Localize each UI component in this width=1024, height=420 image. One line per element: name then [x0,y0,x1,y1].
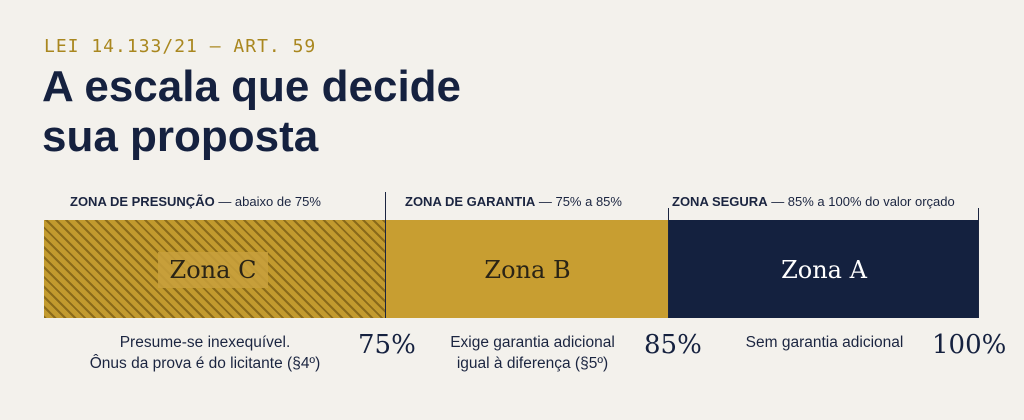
zone-b-bar [386,220,669,318]
threshold-85-label: 85% [644,330,702,360]
threshold-75-line [385,192,386,318]
law-reference: LEI 14.133/21 — ART. 59 [44,36,317,57]
page-title: A escala que decide sua proposta [42,62,642,162]
zone-b-header-name: ZONA DE GARANTIA [405,194,536,209]
zone-a-bar [669,220,979,318]
threshold-85-line [668,208,669,318]
zone-a-label: Zona A [781,256,867,284]
zone-c-header-range: — abaixo de 75% [214,194,321,209]
zone-c-description-line-1: Presume-se inexequível. [119,334,291,351]
zone-b-description-line-1: Exige garantia adicional [450,334,615,351]
zone-c-label: Zona C [158,252,268,288]
zone-b-description-line-2: igual à diferença (§5º) [456,355,609,372]
zone-a-header-range: — 85% a 100% do valor orçado [767,194,955,209]
zone-c-description: Presume-se inexequível. Ônus da prova é … [60,332,350,374]
title-line-1: A escala que decide [42,62,462,111]
zone-b-header-range: — 75% a 85% [535,194,622,209]
zone-a-description-line-1: Sem garantia adicional [745,334,904,351]
threshold-75-label: 75% [358,330,416,360]
threshold-100-line [978,208,979,318]
zone-c-description-line-2: Ônus da prova é do licitante (§4º) [89,355,321,372]
zone-b-header: ZONA DE GARANTIA — 75% a 85% [405,194,622,209]
zone-b-label: Zona B [484,256,571,284]
zone-c-header-name: ZONA DE PRESUNÇÃO [70,194,215,209]
title-line-2: sua proposta [42,112,319,161]
zone-a-header: ZONA SEGURA — 85% a 100% do valor orçado [672,194,955,209]
zone-a-header-name: ZONA SEGURA [672,194,768,209]
zone-a-description: Sem garantia adicional [712,332,937,353]
zone-b-description: Exige garantia adicional igual à diferen… [420,332,645,374]
threshold-100-label: 100% [932,330,1007,360]
zone-c-header: ZONA DE PRESUNÇÃO — abaixo de 75% [70,194,321,209]
